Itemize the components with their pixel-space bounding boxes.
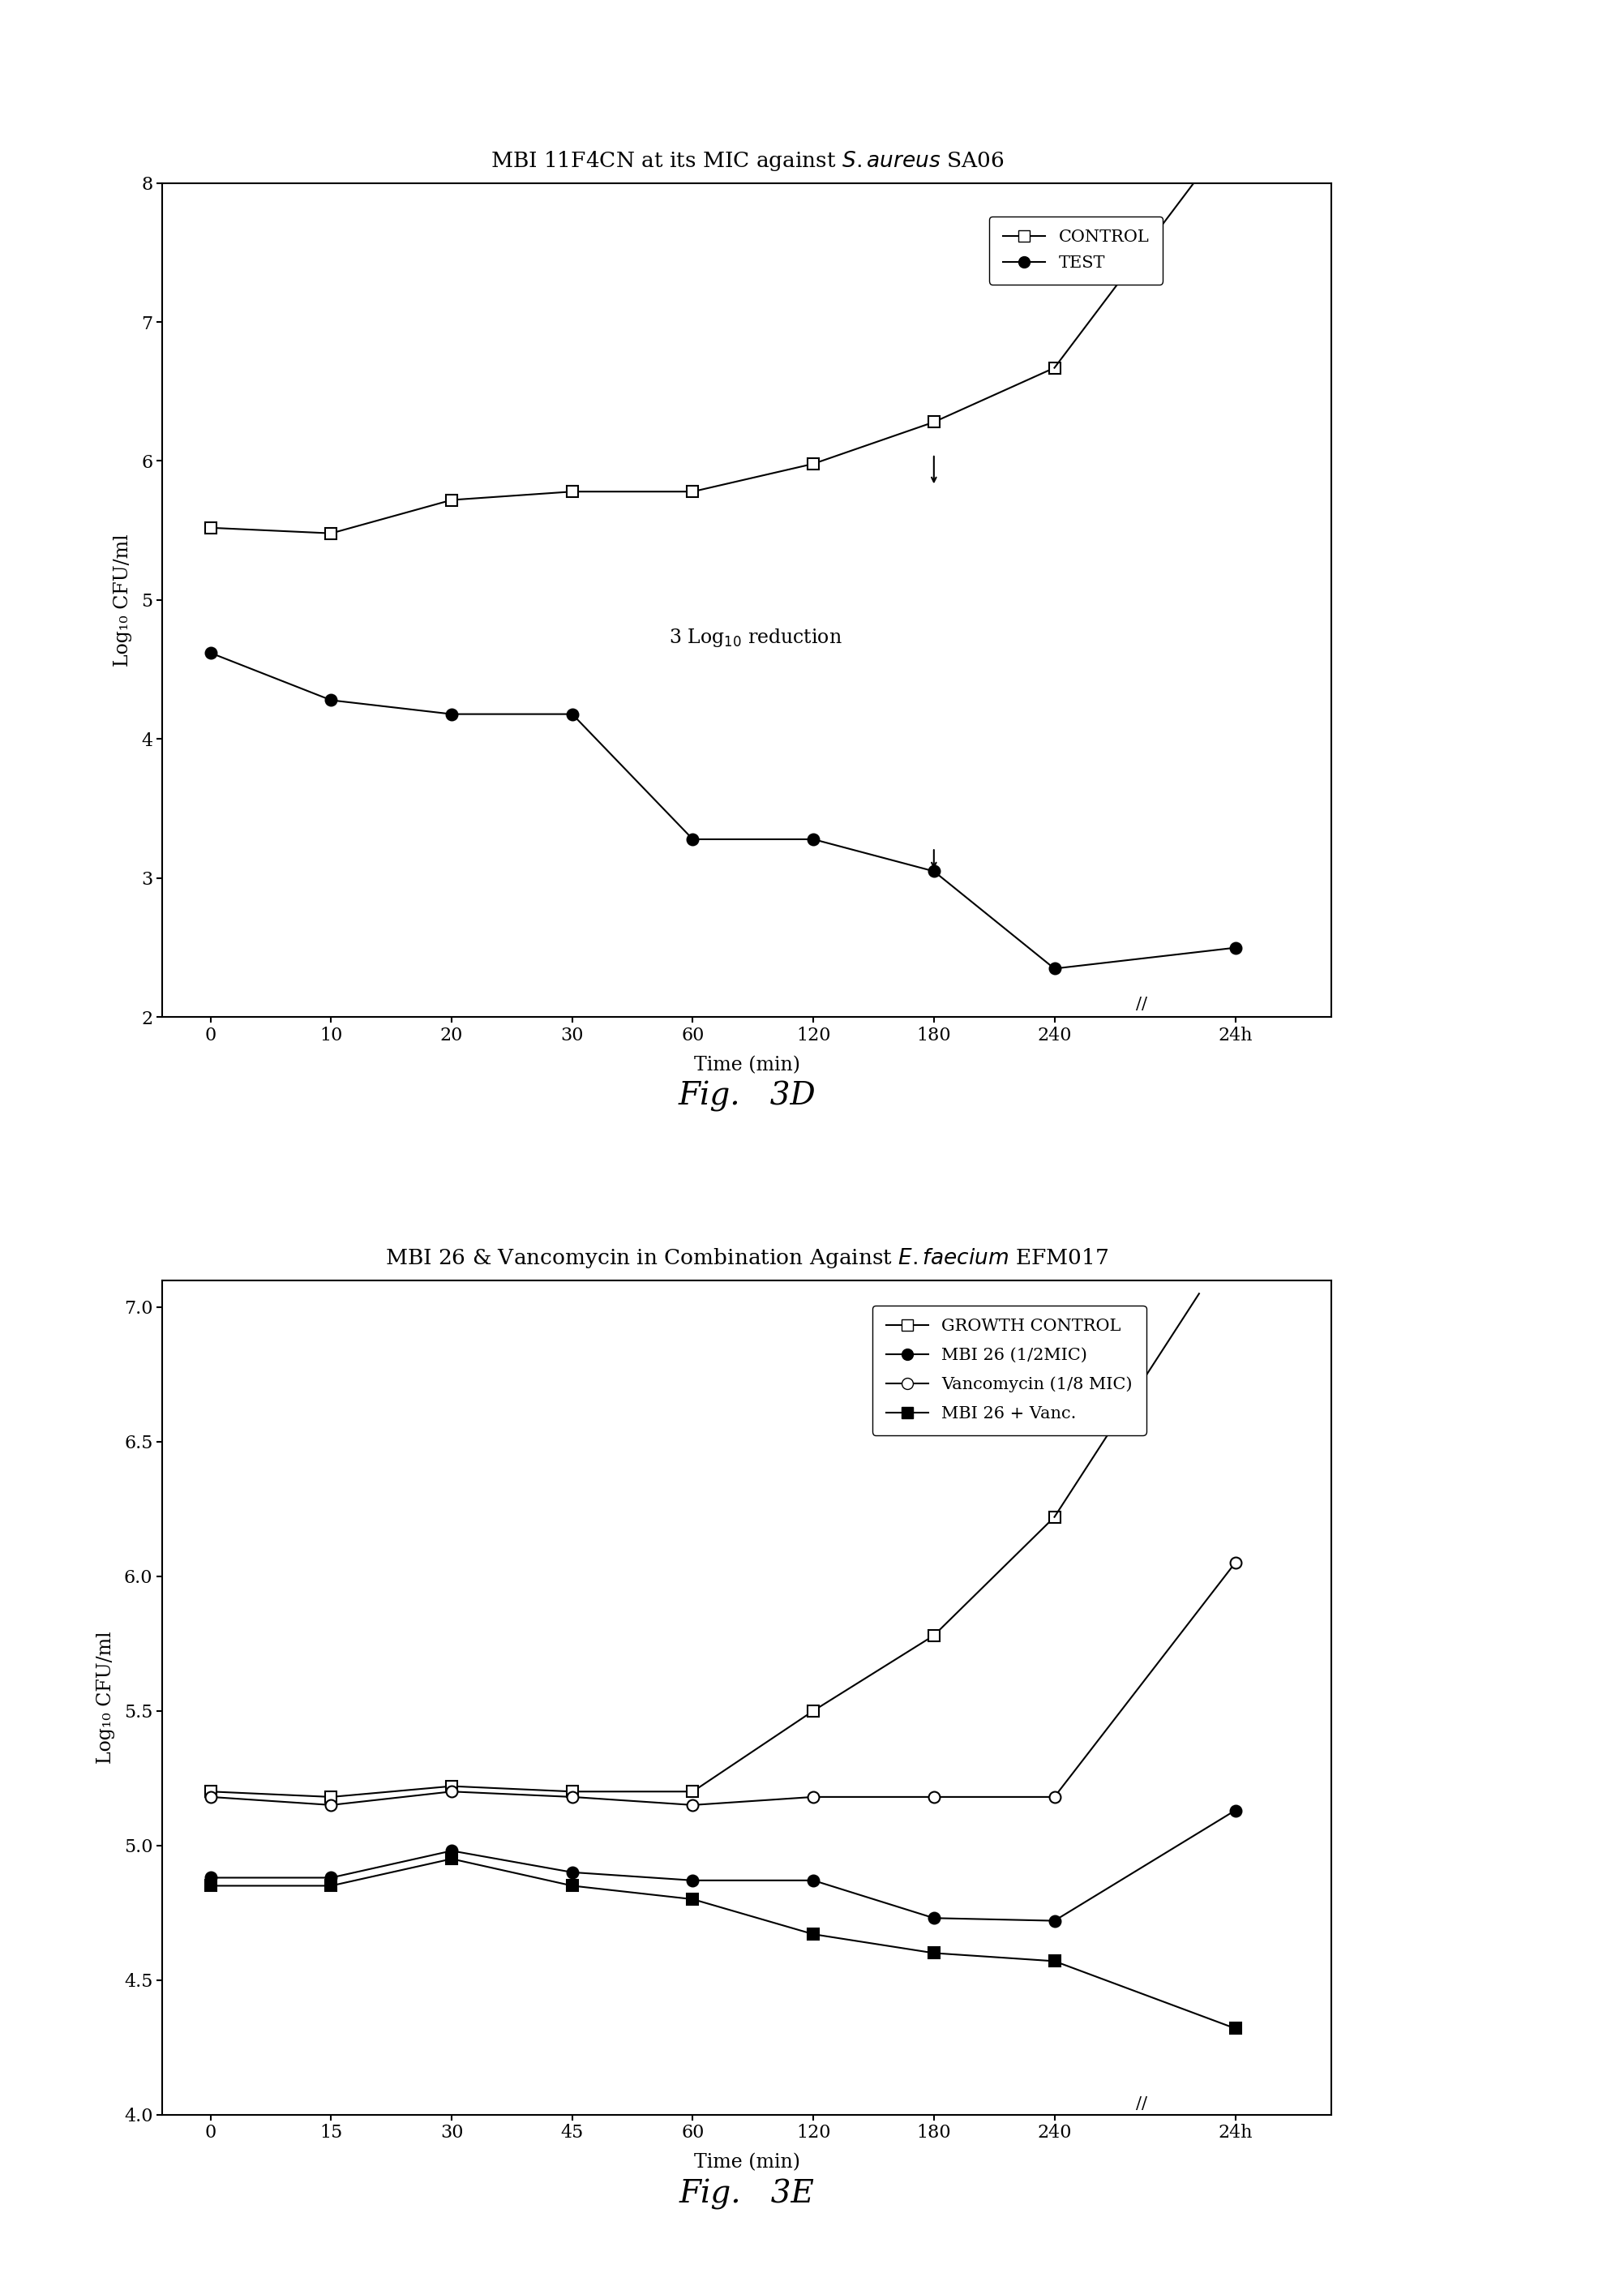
Y-axis label: Log₁₀ CFU/ml: Log₁₀ CFU/ml	[114, 533, 132, 668]
X-axis label: Time (min): Time (min)	[693, 1056, 801, 1074]
Y-axis label: Log₁₀ CFU/ml: Log₁₀ CFU/ml	[96, 1630, 115, 1765]
Title: MBI 26 & Vancomycin in Combination Against $\it{E. faecium}$ EFM017: MBI 26 & Vancomycin in Combination Again…	[385, 1246, 1109, 1271]
Text: 3 Log$_{10}$ reduction: 3 Log$_{10}$ reduction	[669, 626, 843, 649]
Title: MBI 11F4CN at its MIC against $\it{S. aureus}$ SA06: MBI 11F4CN at its MIC against $\it{S. au…	[490, 149, 1004, 174]
Text: Fig.   3D: Fig. 3D	[679, 1081, 815, 1111]
Text: //: //	[1135, 2096, 1147, 2112]
Legend: GROWTH CONTROL, MBI 26 (1/2MIC), Vancomycin (1/8 MIC), MBI 26 + Vanc.: GROWTH CONTROL, MBI 26 (1/2MIC), Vancomy…	[872, 1305, 1147, 1436]
Legend: CONTROL, TEST: CONTROL, TEST	[989, 217, 1163, 283]
X-axis label: Time (min): Time (min)	[693, 2153, 801, 2172]
Text: Fig.   3E: Fig. 3E	[679, 2179, 815, 2208]
Text: //: //	[1135, 997, 1147, 1013]
